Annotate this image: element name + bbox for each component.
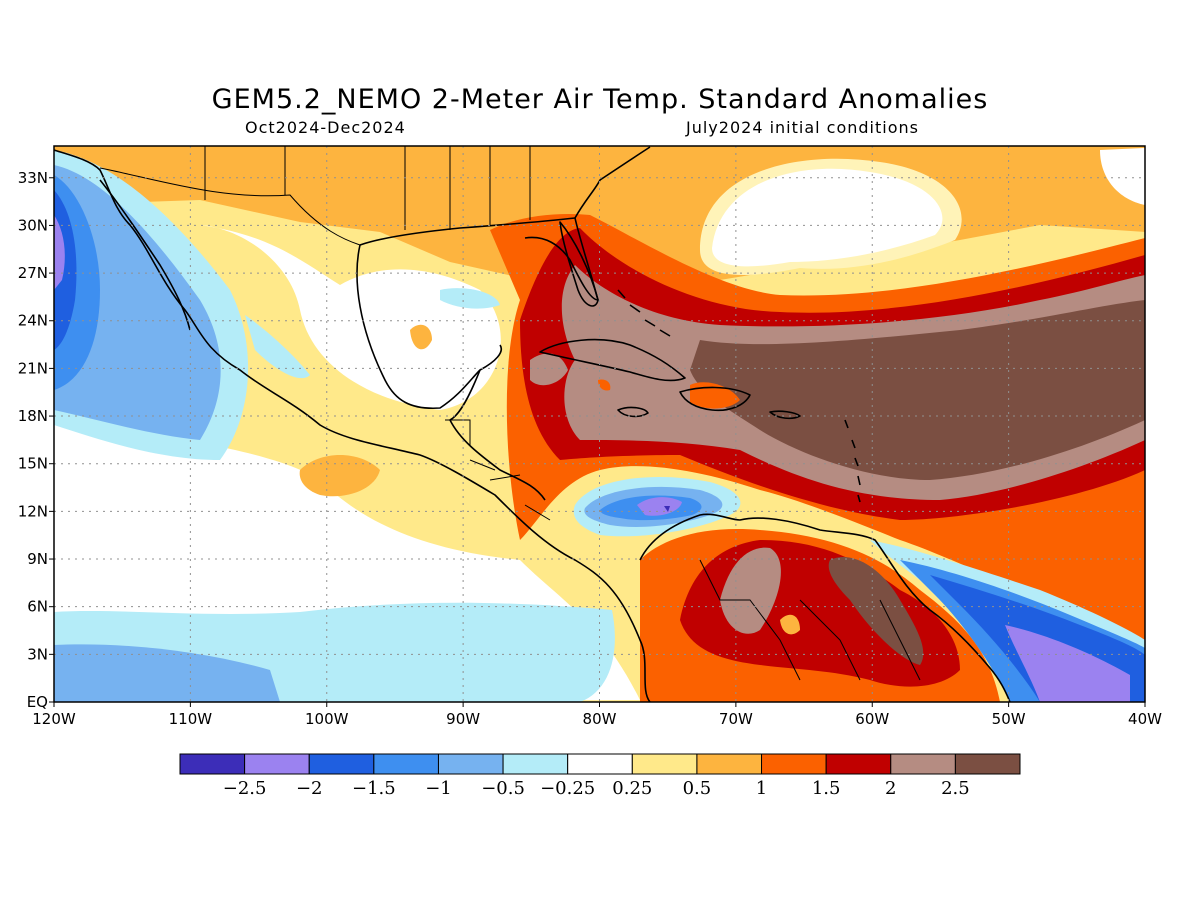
x-tick-label: 70W bbox=[719, 710, 753, 728]
field-neg-nesa-4 bbox=[1005, 625, 1130, 702]
field-neutral-gulf bbox=[200, 225, 501, 410]
colorbar-label: −1 bbox=[425, 778, 452, 799]
y-tick-label: 12N bbox=[18, 502, 48, 520]
coastline-florida bbox=[559, 221, 599, 307]
colorbar-label: 1.5 bbox=[812, 778, 841, 799]
coastline-hispaniola bbox=[679, 386, 751, 412]
coastlines bbox=[54, 146, 1011, 702]
y-tick-label: 21N bbox=[18, 359, 48, 377]
colorbar-swatch bbox=[244, 753, 310, 775]
y-tick-label: 9N bbox=[27, 550, 48, 568]
y-tick-label: EQ bbox=[27, 693, 48, 711]
colorbar-swatch bbox=[502, 753, 569, 775]
x-tick-label: 100W bbox=[305, 710, 349, 728]
y-tick-label: 33N bbox=[18, 169, 48, 187]
colorbar-label: 2 bbox=[885, 778, 896, 799]
colorbar-swatch bbox=[437, 753, 504, 775]
border-central-america bbox=[445, 419, 551, 521]
y-tick-label: 27N bbox=[18, 264, 48, 282]
initial-conditions: July2024 initial conditions bbox=[686, 118, 919, 137]
coastline-us-east bbox=[574, 146, 651, 219]
colorbar-swatch bbox=[179, 753, 246, 775]
border-us-states bbox=[204, 146, 531, 230]
coastline-gulf-north bbox=[359, 217, 599, 301]
colorbar-swatch bbox=[373, 753, 439, 775]
x-tick-label: 80W bbox=[583, 710, 617, 728]
x-tick-label: 40W bbox=[1128, 710, 1162, 728]
field-neg-eqpac2 bbox=[54, 644, 280, 702]
colorbar-label: 0.5 bbox=[683, 778, 712, 799]
x-tick-label: 120W bbox=[32, 710, 76, 728]
chart-title: GEM5.2_NEMO 2-Meter Air Temp. Standard A… bbox=[211, 84, 989, 115]
field-pos-pac-1 bbox=[299, 455, 380, 497]
field-neg-2 bbox=[54, 165, 221, 440]
field-neg-scarib-5 bbox=[664, 506, 670, 512]
colorbar-label: −2.5 bbox=[223, 778, 267, 799]
colorbar-swatch bbox=[696, 753, 763, 775]
colorbar-label: −0.5 bbox=[481, 778, 525, 799]
colorbar-label: −0.25 bbox=[540, 778, 595, 799]
y-tick-label: 6N bbox=[27, 598, 48, 616]
coastline-gulf-west bbox=[356, 244, 502, 410]
coastline-jamaica bbox=[617, 406, 649, 418]
latitude-axis: EQ 3N 6N 9N 12N 15N 18N 21N 24N 27N 30N 33N bbox=[18, 169, 54, 711]
coastline-south-america bbox=[639, 513, 1011, 702]
coastline-lesser-antilles bbox=[844, 419, 861, 503]
colorbar-swatch bbox=[308, 753, 375, 775]
longitude-axis: 120W 110W 100W 90W 80W 70W 60W 50W 40W bbox=[32, 702, 1162, 728]
coastline-puerto-rico bbox=[769, 410, 801, 420]
field-pos-cuba bbox=[530, 353, 568, 386]
colorbar-swatch bbox=[890, 753, 956, 775]
field-neutral-atl bbox=[712, 168, 943, 267]
shaded-anomaly-field bbox=[54, 146, 1145, 702]
y-tick-label: 15N bbox=[18, 455, 48, 473]
colorbar-swatch bbox=[825, 753, 892, 775]
coastline-bahamas bbox=[617, 289, 671, 337]
field-pos-sa-4 bbox=[828, 556, 924, 665]
colorbar-label: −2 bbox=[296, 778, 323, 799]
y-tick-label: 30N bbox=[18, 216, 48, 234]
political-borders bbox=[99, 146, 921, 681]
gridlines bbox=[54, 146, 1145, 702]
coastline-pacific bbox=[54, 149, 651, 702]
x-tick-label: 110W bbox=[169, 710, 213, 728]
coastline-baja bbox=[99, 179, 191, 331]
colorbar-label: 2.5 bbox=[941, 778, 970, 799]
x-tick-label: 50W bbox=[992, 710, 1026, 728]
coastline-yucatan bbox=[449, 369, 546, 501]
field-pos-sa-5 bbox=[780, 614, 800, 635]
border-south-america bbox=[699, 559, 921, 681]
x-tick-label: 90W bbox=[446, 710, 480, 728]
colorbar-swatch bbox=[631, 753, 698, 775]
colorbar-swatch bbox=[567, 753, 633, 775]
field-pos-gulf bbox=[410, 324, 432, 350]
field-neg-5 bbox=[54, 215, 65, 290]
field-pos-5 bbox=[690, 300, 1145, 480]
border-us-mexico bbox=[99, 167, 361, 246]
y-tick-label: 3N bbox=[27, 645, 48, 663]
x-tick-label: 60W bbox=[855, 710, 889, 728]
colorbar-label: 0.25 bbox=[612, 778, 652, 799]
field-neg-mx bbox=[245, 315, 310, 379]
coastline-cuba bbox=[539, 338, 686, 382]
colorbar-swatch bbox=[954, 753, 1021, 775]
field-neg-gulf bbox=[440, 288, 500, 309]
colorbar: −2.5 −2 −1.5 −1 −0.5 −0.25 0.25 0.5 1 1.5 2 2.5 bbox=[179, 753, 1021, 799]
forecast-period: Oct2024-Dec2024 bbox=[245, 118, 406, 137]
colorbar-label: 1 bbox=[756, 778, 767, 799]
y-tick-label: 24N bbox=[18, 312, 48, 330]
colorbar-label: −1.5 bbox=[352, 778, 396, 799]
y-tick-label: 18N bbox=[18, 407, 48, 425]
field-pos-sa-3 bbox=[720, 547, 781, 634]
field-pos-cuba2 bbox=[598, 379, 611, 391]
field-neutral-ne bbox=[1100, 148, 1145, 205]
colorbar-swatch bbox=[761, 753, 827, 775]
